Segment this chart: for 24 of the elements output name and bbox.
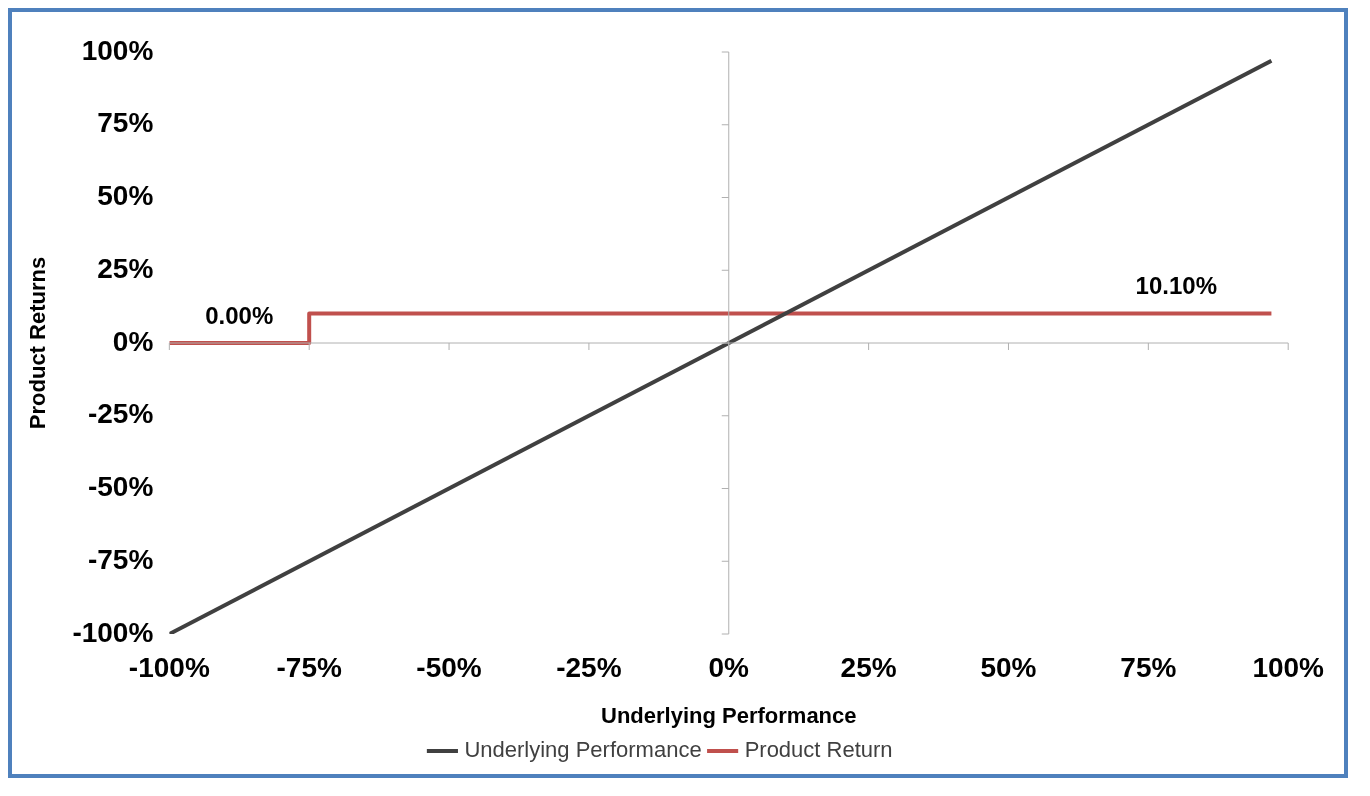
legend-label: Underlying Performance [464,737,702,763]
y-tick-label: 100% [81,34,154,66]
y-tick-label: 50% [97,180,154,212]
x-tick-label: 25% [840,651,897,683]
y-tick-label: -75% [87,543,154,575]
x-tick-label: 100% [1252,651,1325,683]
y-tick-label: 25% [97,252,154,284]
x-tick-label: -100% [128,651,210,683]
x-tick-label: -25% [556,651,622,683]
legend-label: Product Return [744,737,893,763]
x-axis-title: Underlying Performance [601,702,857,728]
annotation: 0.00% [205,301,274,329]
x-tick-label: 75% [1120,651,1177,683]
x-tick-label: -75% [276,651,342,683]
x-tick-label: 0% [708,651,750,683]
y-axis-title: Product Returns [25,256,51,430]
y-tick-label: 0% [112,325,154,357]
y-tick-label: -100% [72,616,154,648]
x-tick-label: -50% [416,651,482,683]
y-tick-label: 75% [97,107,154,139]
x-tick-label: 50% [980,651,1037,683]
annotation: 10.10% [1135,272,1218,300]
y-tick-label: -25% [87,398,154,430]
y-tick-label: -50% [87,471,154,503]
